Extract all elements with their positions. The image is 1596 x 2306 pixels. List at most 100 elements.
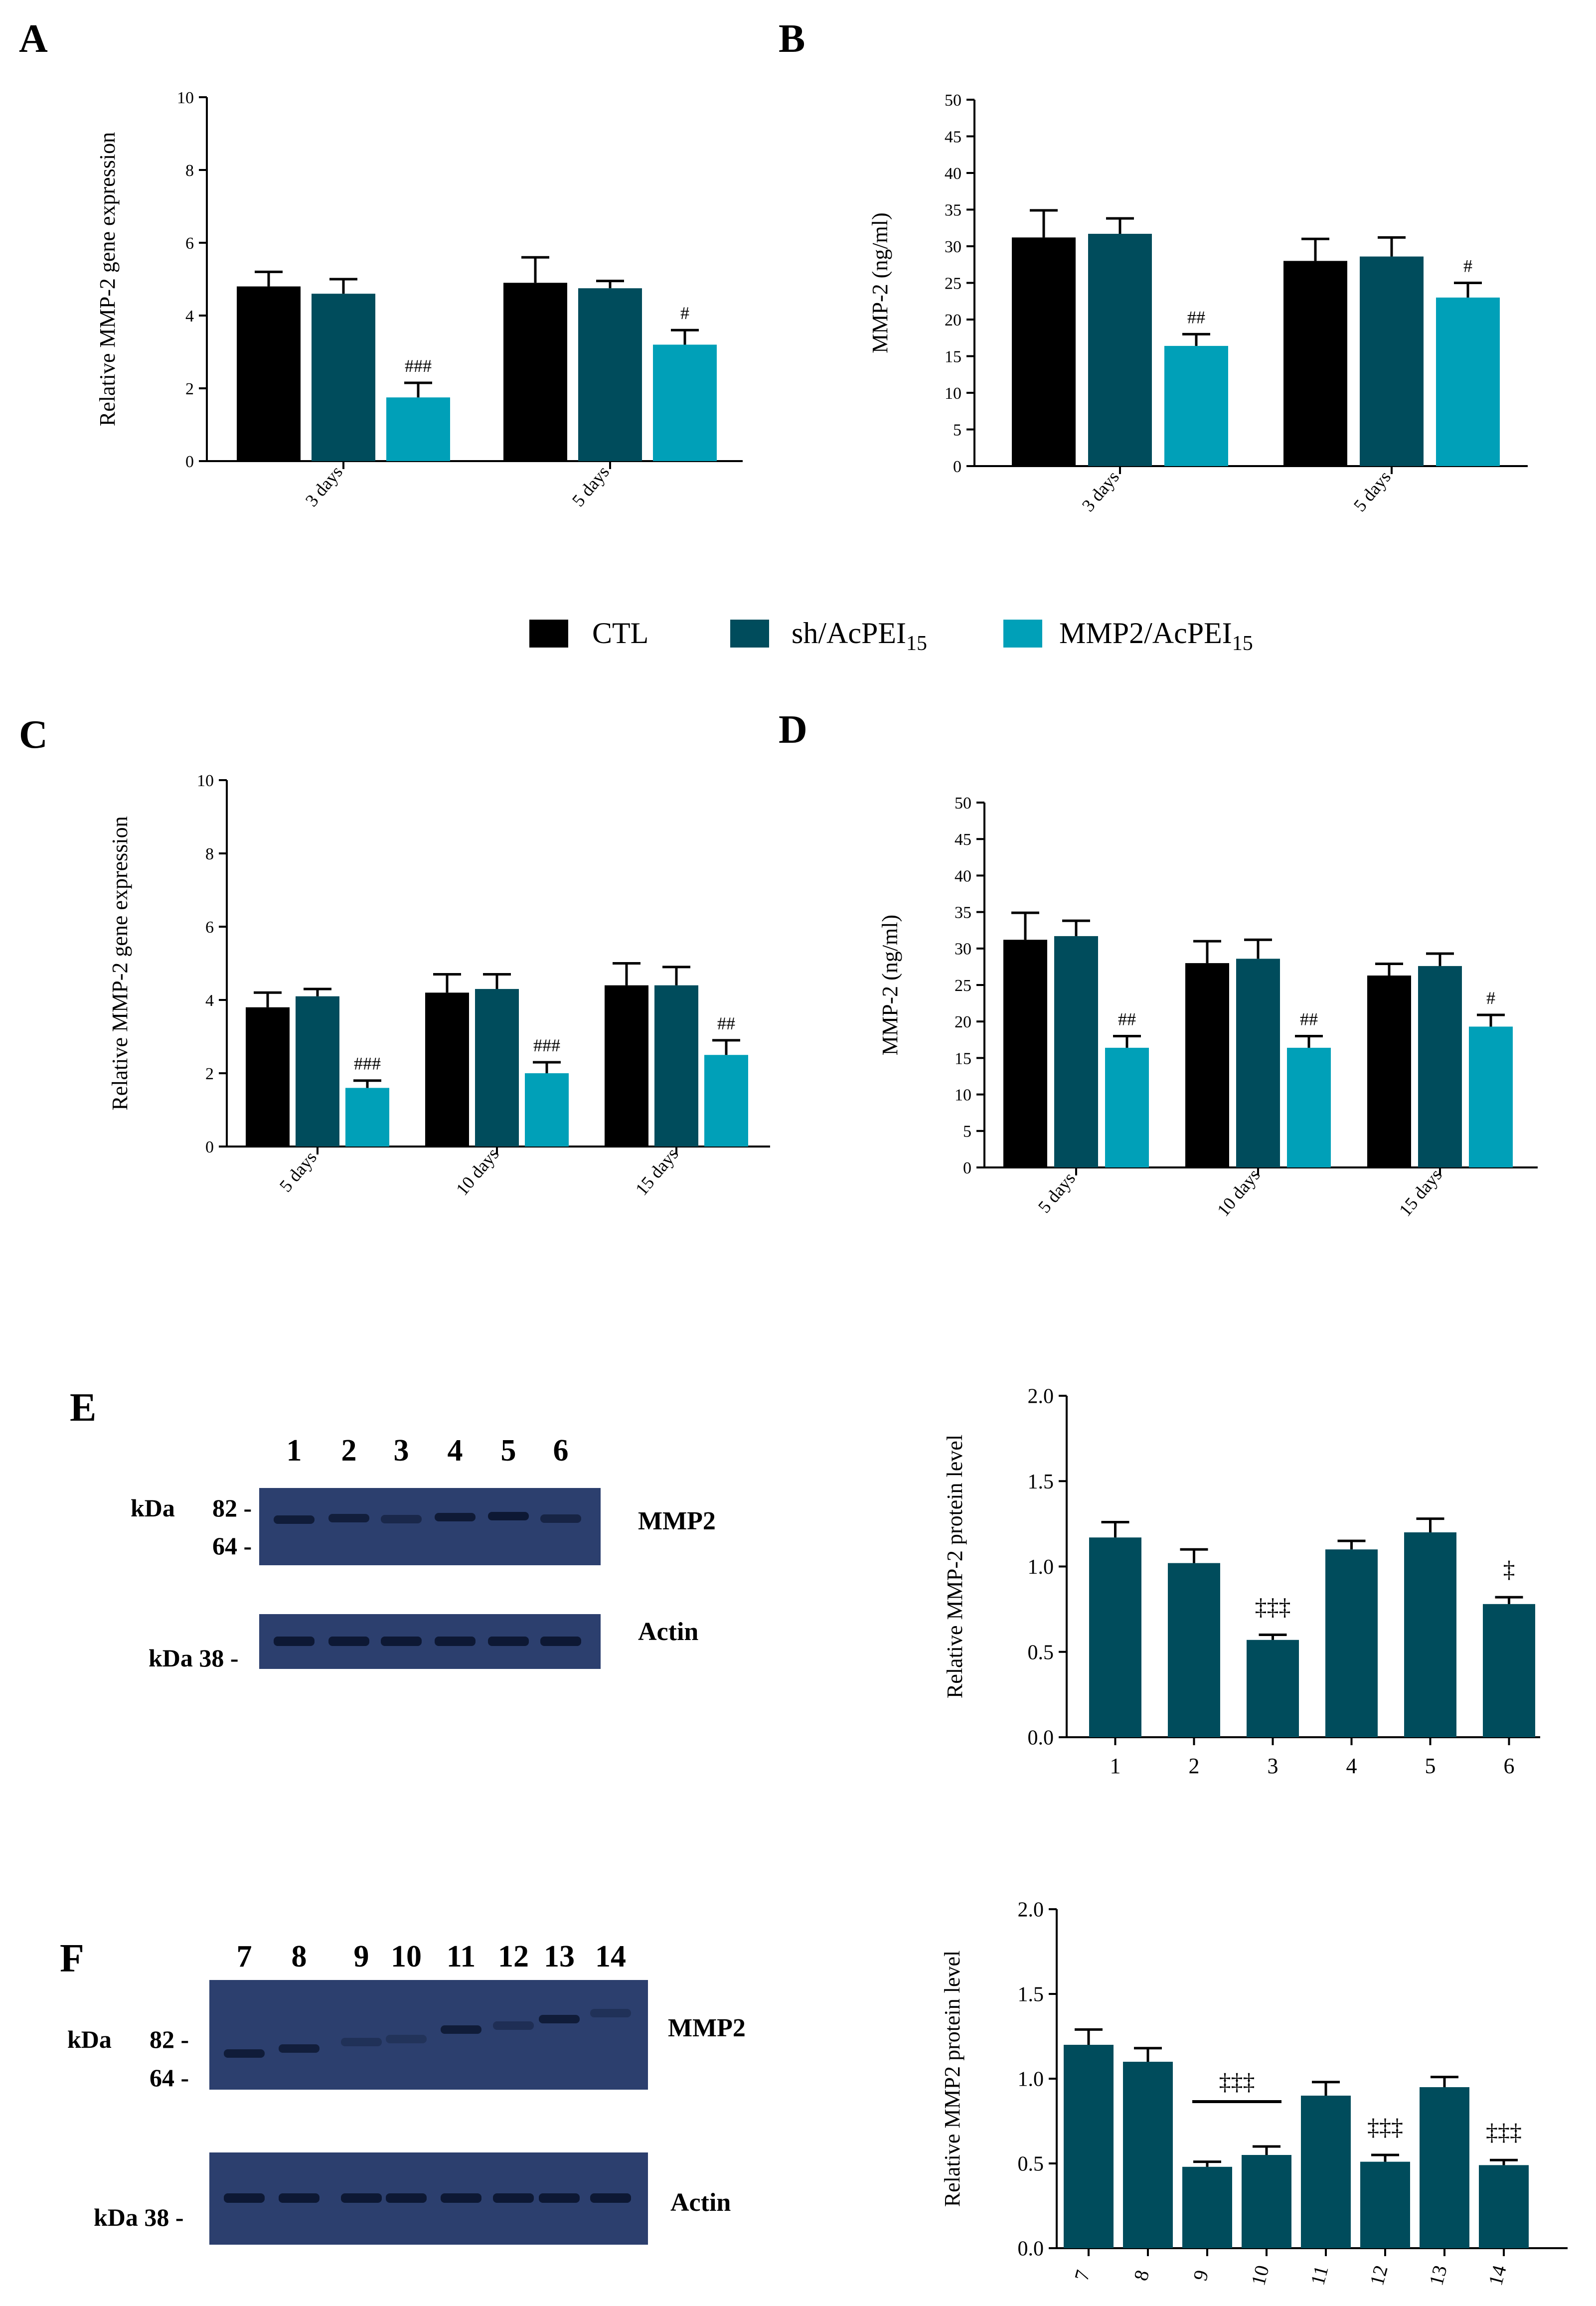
y-tick-label: 25 — [955, 977, 971, 995]
y-tick-label: 0.5 — [1018, 2153, 1044, 2176]
legend: CTL sh/AcPEI15 MMP2/AcPEI15 — [529, 617, 1253, 655]
bar — [1089, 1537, 1141, 1737]
significance-label: ### — [354, 1054, 381, 1074]
y-tick-label: 0.5 — [1028, 1641, 1054, 1664]
mmp2-band — [381, 1515, 422, 1523]
lane-label: 12 — [498, 1940, 529, 1974]
y-tick-label: 1.5 — [1028, 1471, 1054, 1493]
bar — [1185, 963, 1229, 1167]
x-tick-label: 3 — [1268, 1754, 1278, 1778]
actin-band — [435, 1637, 476, 1646]
x-tick-label: 13 — [1425, 2263, 1451, 2288]
bar — [1325, 1549, 1378, 1737]
y-tick-label: 20 — [945, 311, 961, 329]
panel-label-E: E — [70, 1386, 96, 1430]
panel-label-A: A — [19, 17, 48, 61]
y-tick-label: 0 — [205, 1138, 214, 1156]
y-tick-label: 6 — [185, 234, 194, 253]
blot-F-marker-38: kDa 38 - — [94, 2203, 184, 2231]
lane-label: 9 — [354, 1940, 369, 1974]
significance-label: # — [1463, 256, 1472, 276]
y-tick-label: 4 — [205, 991, 214, 1010]
bar — [1105, 1047, 1149, 1167]
bar — [345, 1088, 389, 1147]
panel-label-F: F — [60, 1937, 84, 1980]
bar — [1182, 2166, 1232, 2248]
y-tick-label: 1.5 — [1018, 1983, 1044, 2006]
lane-label: 5 — [501, 1434, 516, 1468]
bar — [1301, 2096, 1351, 2248]
bar — [386, 397, 450, 461]
significance-label: # — [1486, 988, 1495, 1008]
blot-F-bands — [224, 2009, 631, 2203]
actin-band — [441, 2193, 481, 2203]
actin-band — [279, 2193, 319, 2203]
significance-label: ### — [405, 356, 432, 376]
lane-label: 1 — [287, 1434, 302, 1468]
mmp2-band — [488, 1512, 529, 1520]
blot-F-mmp2-label: MMP2 — [668, 2014, 746, 2042]
legend-label-ctl: CTL — [592, 617, 648, 650]
y-tick-label: 0 — [953, 458, 961, 476]
bar — [1054, 936, 1098, 1167]
actin-band — [540, 1637, 581, 1646]
y-tick-label: 35 — [955, 904, 971, 922]
significance-label: ‡‡‡ — [1367, 2114, 1403, 2141]
y-axis-label: Relative MMP2 protein level — [940, 1951, 964, 2207]
bar — [1064, 2045, 1114, 2248]
blot-F-marker-64: 64 - — [150, 2064, 189, 2092]
y-tick-label: 15 — [955, 1049, 971, 1068]
x-tick-label: 9 — [1189, 2268, 1213, 2283]
y-axis-label: MMP-2 (ng/ml) — [878, 915, 902, 1055]
mmp2-band — [441, 2025, 481, 2034]
bar — [1003, 940, 1047, 1167]
x-tick-label: 10 days — [1213, 1165, 1264, 1220]
bar — [1469, 1026, 1513, 1167]
bar — [296, 996, 339, 1147]
y-axis-label: Relative MMP-2 gene expression — [108, 816, 132, 1110]
bar — [237, 286, 301, 461]
bar — [1164, 345, 1228, 466]
x-tick-label: 8 — [1129, 2268, 1154, 2283]
y-tick-label: 1.0 — [1018, 2068, 1044, 2091]
bar — [1404, 1532, 1456, 1737]
mmp2-band — [224, 2049, 265, 2058]
actin-band — [590, 2193, 631, 2203]
y-tick-label: 0 — [963, 1159, 971, 1177]
x-tick-label: 5 — [1425, 1754, 1436, 1778]
y-tick-label: 50 — [945, 91, 961, 110]
y-tick-label: 40 — [955, 867, 971, 885]
bar — [1483, 1604, 1535, 1737]
bar — [1436, 297, 1500, 466]
x-tick-label: 11 — [1306, 2263, 1332, 2288]
y-tick-label: 45 — [955, 830, 971, 849]
x-tick-label: 6 — [1504, 1754, 1515, 1778]
bar — [1360, 2161, 1410, 2248]
lane-label: 4 — [448, 1434, 463, 1468]
bar — [1012, 237, 1076, 466]
lane-label: 13 — [544, 1940, 575, 1974]
bar — [1479, 2165, 1529, 2248]
blot-F: 7 8 9 10 11 12 13 14 kDa 82 - 64 - kDa 38 - MMP… — [67, 1940, 746, 2245]
blot-F-marker-82: 82 - — [150, 2025, 189, 2053]
y-tick-label: 8 — [185, 162, 194, 180]
significance-label: ‡‡‡ — [1219, 2069, 1255, 2095]
significance-label: # — [680, 303, 689, 323]
blot-E-marker-82: 82 - — [212, 1494, 252, 1522]
blot-E-bands — [274, 1512, 581, 1646]
significance-label: ## — [1187, 307, 1205, 327]
mmp2-band — [341, 2038, 382, 2046]
x-tick-label: 1 — [1110, 1754, 1121, 1778]
blot-E-kda: kDa — [131, 1494, 175, 1522]
bar — [605, 985, 648, 1147]
mmp2-band — [274, 1515, 315, 1524]
y-tick-label: 50 — [955, 794, 971, 813]
chart-E-quant: 0.0 0.5 1.0 1.5 2.0 Relative MMP-2 protein le… — [943, 1385, 1540, 1778]
y-tick-label: 5 — [953, 421, 961, 439]
x-tick-label: 5 days — [568, 462, 613, 510]
lane-label: 2 — [341, 1434, 357, 1468]
y-tick-label: 1.0 — [1028, 1556, 1054, 1579]
blot-E-actin-label: Actin — [638, 1618, 698, 1646]
blot-F-lane-labels: 7 8 9 10 11 12 13 14 — [237, 1940, 627, 1974]
